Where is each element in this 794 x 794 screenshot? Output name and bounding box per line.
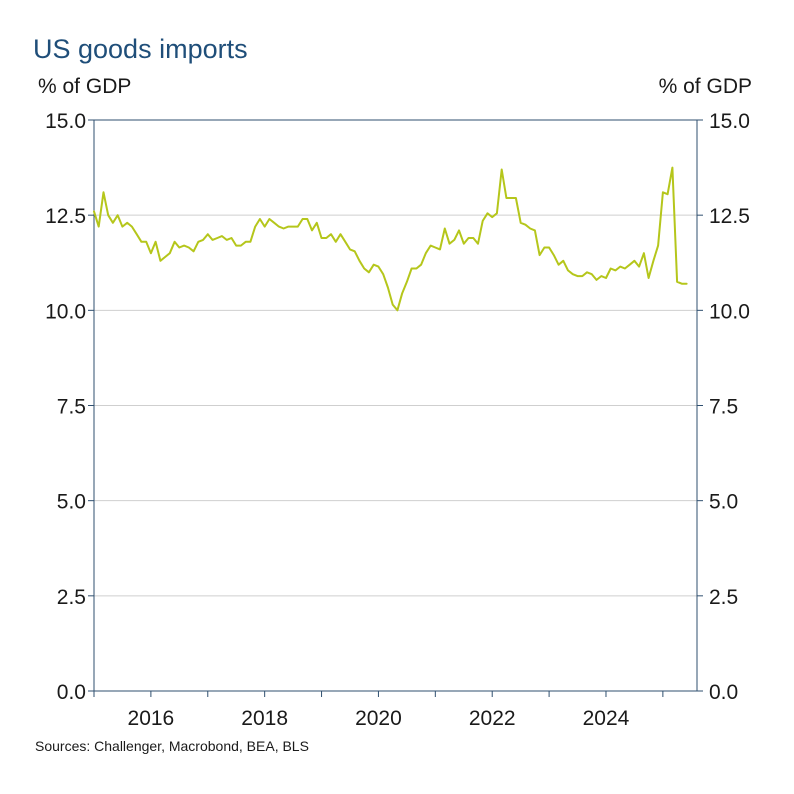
- tick-labels: 0.0 0.0 2.5 2.5 5.0 5.0 7.5 7.5 10.0 10.0 12.5 12.5…: [45, 110, 750, 730]
- sources-note: Sources: Challenger, Macrobond, BEA, BLS: [35, 738, 309, 754]
- y-axis-label-left: % of GDP: [38, 75, 132, 98]
- axes: [88, 119, 703, 697]
- series-line-us-goods-imports: [93, 166, 688, 312]
- y-tick-label-left: 5.0: [57, 491, 86, 514]
- x-tick-label: 2018: [241, 707, 288, 730]
- y-tick-label-left: 7.5: [57, 396, 86, 419]
- x-tick-label: 2024: [583, 707, 630, 730]
- y-tick-label-left: 0.0: [57, 681, 86, 704]
- y-tick-label-left: 15.0: [45, 110, 86, 133]
- y-tick-label-right: 15.0: [709, 110, 750, 133]
- x-tick-label: 2022: [469, 707, 516, 730]
- y-tick-label-right: 5.0: [709, 491, 738, 514]
- y-axis-label-right: % of GDP: [658, 75, 752, 98]
- x-tick-label: 2020: [355, 707, 402, 730]
- y-tick-label-right: 7.5: [709, 396, 738, 419]
- series-layer: [93, 166, 688, 312]
- x-tick-label: 2016: [128, 707, 175, 730]
- y-tick-label-right: 12.5: [709, 205, 750, 228]
- y-tick-label-right: 10.0: [709, 300, 750, 323]
- y-tick-label-right: 2.5: [709, 586, 738, 609]
- y-tick-label-right: 0.0: [709, 681, 738, 704]
- chart-title: US goods imports: [33, 34, 248, 64]
- gridlines: [94, 214, 697, 597]
- y-tick-label-left: 2.5: [57, 586, 86, 609]
- y-tick-label-left: 12.5: [45, 205, 86, 228]
- y-tick-label-left: 10.0: [45, 300, 86, 323]
